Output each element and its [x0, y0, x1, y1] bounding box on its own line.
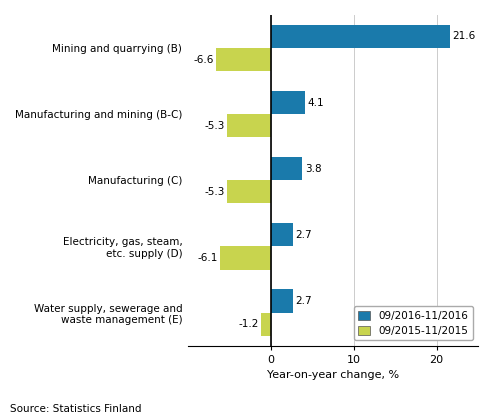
Bar — [271, 91, 305, 114]
Text: 21.6: 21.6 — [452, 32, 476, 42]
Bar — [261, 312, 271, 336]
Legend: 09/2016-11/2016, 09/2015-11/2015: 09/2016-11/2016, 09/2015-11/2015 — [354, 307, 473, 340]
Text: 3.8: 3.8 — [305, 164, 321, 174]
Text: 2.7: 2.7 — [296, 230, 312, 240]
Bar — [227, 114, 271, 137]
Bar — [216, 48, 271, 71]
Text: Source: Statistics Finland: Source: Statistics Finland — [10, 404, 141, 414]
Bar — [271, 290, 293, 312]
Bar — [227, 180, 271, 203]
Text: -1.2: -1.2 — [238, 319, 258, 329]
Bar — [271, 157, 302, 180]
Text: -5.3: -5.3 — [204, 187, 224, 197]
Bar — [271, 25, 450, 48]
Text: -6.6: -6.6 — [193, 54, 213, 64]
Bar — [220, 246, 271, 270]
Text: 2.7: 2.7 — [296, 296, 312, 306]
Text: 4.1: 4.1 — [307, 98, 324, 108]
Text: -6.1: -6.1 — [197, 253, 218, 263]
Text: -5.3: -5.3 — [204, 121, 224, 131]
Bar — [271, 223, 293, 246]
X-axis label: Year-on-year change, %: Year-on-year change, % — [267, 370, 399, 380]
